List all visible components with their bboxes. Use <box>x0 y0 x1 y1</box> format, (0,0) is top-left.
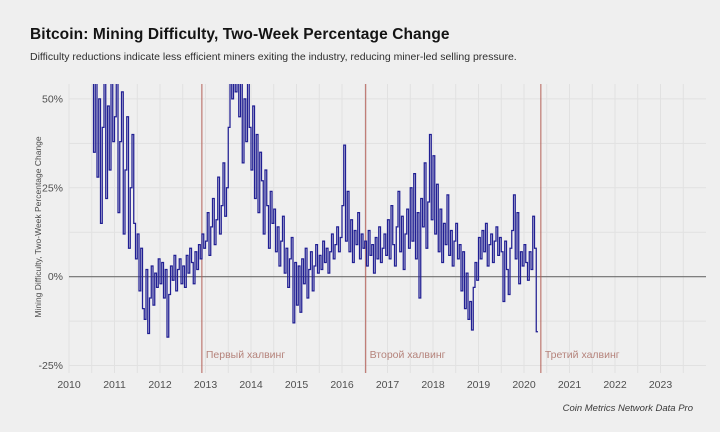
y-tick-label: 25% <box>42 182 63 194</box>
x-tick-label: 2018 <box>421 379 445 391</box>
x-tick-label: 2014 <box>239 379 263 391</box>
y-tick-label: -25% <box>38 360 63 372</box>
x-tick-label: 2011 <box>103 379 126 391</box>
page-title: Bitcoin: Mining Difficulty, Two-Week Per… <box>30 26 450 43</box>
chart-subtitle: Difficulty reductions indicate less effi… <box>30 51 517 63</box>
y-tick-label: 50% <box>42 93 63 105</box>
x-tick-label: 2015 <box>285 379 309 391</box>
attribution-text: Coin Metrics Network Data Pro <box>562 403 693 414</box>
y-axis-label: Mining Difficulty, Two-Week Percentage C… <box>33 136 43 318</box>
difficulty-line <box>92 84 538 338</box>
x-tick-label: 2012 <box>148 379 172 391</box>
x-tick-label: 2022 <box>603 379 627 391</box>
x-tick-label: 2023 <box>649 379 673 391</box>
y-tick-label: 0% <box>48 271 63 283</box>
x-tick-label: 2010 <box>57 379 81 391</box>
halving-label-3: Третий халвинг <box>545 349 620 361</box>
halving-label-1: Первый халвинг <box>206 349 285 361</box>
x-tick-label: 2016 <box>330 379 354 391</box>
x-tick-label: 2020 <box>512 379 536 391</box>
x-tick-label: 2013 <box>194 379 218 391</box>
x-tick-label: 2021 <box>558 379 582 391</box>
x-tick-label: 2019 <box>467 379 491 391</box>
x-tick-label: 2017 <box>376 379 400 391</box>
halving-label-2: Второй халвинг <box>370 349 446 361</box>
